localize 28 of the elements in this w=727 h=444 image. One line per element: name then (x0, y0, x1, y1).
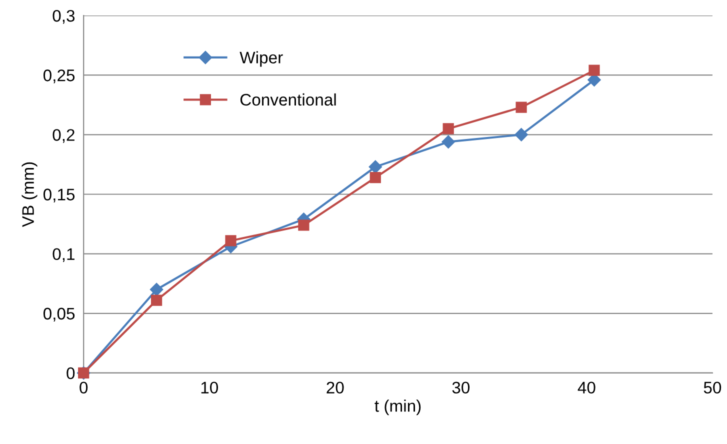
point (516, 102, 527, 113)
x-tick-label: 0 (80, 382, 88, 394)
y-tick-label: 0,3 (52, 10, 75, 24)
point (370, 172, 381, 184)
x-tick-label: 40 (578, 382, 596, 394)
y-tick-label: 0,05 (43, 308, 75, 322)
point (514, 128, 528, 142)
y-tick-label: 0 (66, 367, 75, 380)
y-tick-label: 0,25 (43, 70, 75, 84)
point (150, 282, 164, 296)
y-tick-label: 0,15 (43, 188, 75, 202)
point (442, 123, 454, 134)
x-axis-title: t (min) (374, 400, 421, 416)
x-tick-label: 50 (704, 382, 722, 394)
x-tick-label: 10 (201, 382, 218, 394)
point (225, 235, 236, 246)
point (298, 220, 310, 231)
legend-label: Wiper (240, 51, 283, 67)
y-tick-label: 0,1 (52, 248, 74, 262)
point (588, 64, 600, 76)
point (368, 160, 382, 174)
y-tick-label: 0,2 (52, 129, 74, 143)
legend-label: Conventional (240, 93, 336, 106)
point (150, 294, 162, 306)
x-tick-label: 20 (326, 382, 344, 394)
x-tick-label: 30 (452, 382, 470, 394)
y-axis-title: VB (mm) (22, 162, 38, 228)
point (442, 135, 455, 148)
